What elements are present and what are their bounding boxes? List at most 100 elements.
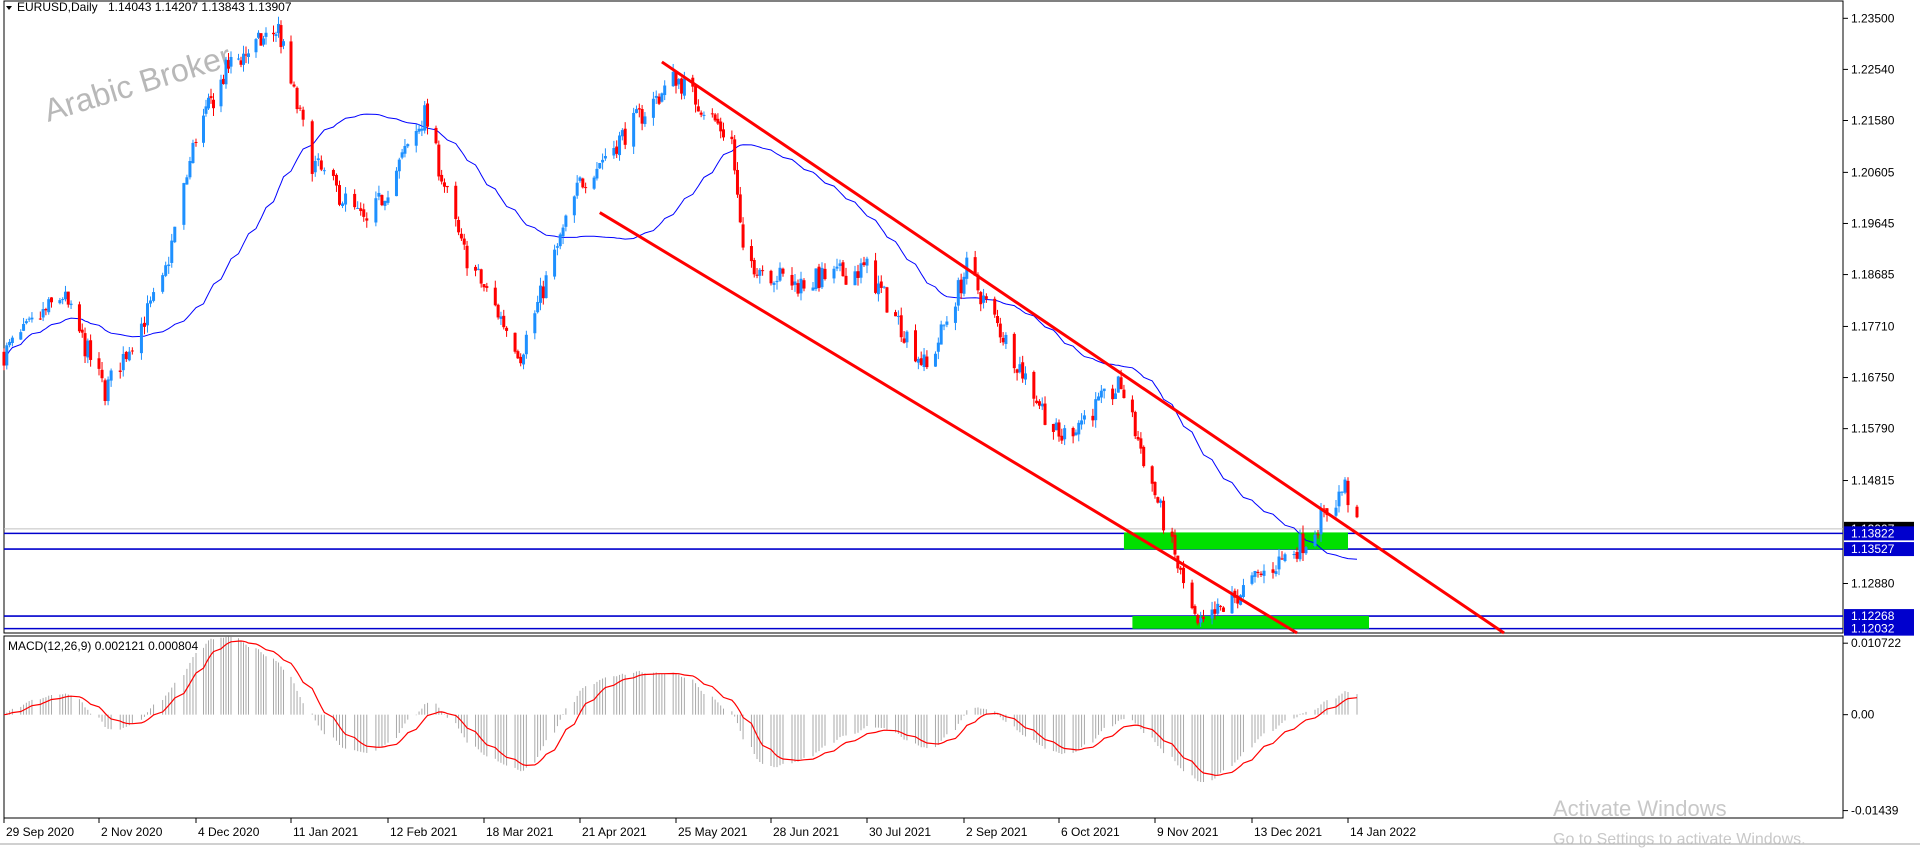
candle-body	[10, 337, 14, 344]
candle-body	[516, 351, 520, 359]
candle-body	[933, 353, 937, 367]
candle-body	[445, 185, 449, 188]
candle-body	[1023, 373, 1027, 380]
candle-body	[553, 249, 557, 277]
date-tick-label: 29 Sep 2020	[6, 825, 74, 839]
candle-body	[2, 351, 6, 366]
candle-body	[493, 287, 497, 306]
candle-body	[109, 370, 113, 381]
menu-triangle-icon[interactable]	[6, 6, 12, 10]
macd-tick-label: 0.00	[1851, 708, 1875, 722]
candle-body	[1142, 446, 1146, 467]
candle-body	[657, 96, 661, 104]
candle-body	[959, 279, 963, 294]
candle-body	[1099, 390, 1103, 398]
candle-body	[581, 178, 585, 188]
candle-body	[799, 278, 803, 294]
candle-body	[80, 329, 84, 333]
candle-body	[118, 370, 122, 372]
candle-body	[1150, 466, 1154, 484]
candle-body	[414, 130, 418, 146]
candle-body	[841, 262, 845, 277]
date-tick-label: 21 Apr 2021	[582, 825, 647, 839]
candle-body	[853, 271, 857, 286]
candle-body	[993, 298, 997, 315]
price-tick-label: 1.17710	[1851, 319, 1895, 333]
candle-body	[164, 265, 168, 276]
candle-body	[651, 98, 655, 118]
candle-body	[865, 258, 869, 266]
candle-body	[139, 323, 143, 354]
candle-body	[722, 129, 725, 138]
candle-body	[69, 303, 73, 306]
candle-body	[1021, 362, 1025, 379]
candle-body	[279, 25, 283, 48]
price-tick-label: 1.20605	[1851, 165, 1895, 179]
candle-body	[167, 264, 171, 267]
candle-body	[592, 177, 596, 189]
candle-body	[524, 334, 528, 355]
candle-body	[242, 53, 245, 65]
candle-body	[397, 159, 401, 172]
candle-body	[802, 280, 806, 289]
candle-body	[811, 287, 815, 291]
candle-body	[434, 127, 438, 144]
candle-body	[1301, 533, 1305, 554]
candle-body	[224, 59, 228, 85]
candle-body	[862, 262, 866, 266]
candle-body	[400, 152, 404, 158]
candle-body	[173, 226, 177, 243]
price-tick-label: 1.22540	[1851, 62, 1895, 76]
candle-body	[1116, 376, 1120, 393]
candle-body	[671, 71, 675, 87]
candle-body	[188, 161, 192, 178]
candle-body	[942, 325, 946, 327]
candle-body	[1082, 415, 1086, 420]
candle-body	[615, 146, 619, 154]
candle-body	[264, 32, 268, 37]
candle-body	[1210, 609, 1214, 619]
candle-body	[919, 358, 923, 365]
candle-body	[735, 169, 739, 195]
candle-body	[227, 60, 230, 69]
candle-body	[1071, 427, 1075, 437]
candle-body	[1334, 507, 1338, 516]
candle-body	[124, 351, 128, 360]
candle-body	[555, 246, 559, 248]
candle-body	[301, 109, 305, 120]
candle-body	[730, 136, 734, 140]
candle-body	[682, 78, 686, 96]
price-tag	[1844, 609, 1914, 624]
candle-body	[505, 327, 509, 331]
candle-body	[996, 315, 1000, 324]
price-tick-label: 1.23500	[1851, 11, 1895, 25]
candle-body	[710, 113, 714, 115]
candle-body	[97, 358, 101, 369]
candle-body	[1094, 399, 1098, 421]
candle-body	[936, 342, 940, 352]
candle-body	[298, 107, 302, 109]
candle-body	[1001, 337, 1005, 343]
candle-body	[623, 128, 627, 145]
candle-body	[612, 148, 616, 156]
candle-body	[1015, 369, 1019, 373]
candle-body	[362, 209, 366, 217]
candle-body	[896, 315, 900, 317]
candle-body	[1035, 400, 1039, 403]
candle-body	[277, 23, 280, 34]
candle-body	[374, 198, 378, 223]
candle-body	[77, 304, 81, 332]
candle-body	[295, 87, 299, 110]
macd-tick-label: -0.01439	[1851, 804, 1899, 818]
candle-body	[222, 78, 225, 84]
candle-body	[1111, 388, 1115, 400]
candle-body	[386, 197, 390, 203]
candle-body	[442, 182, 446, 187]
candle-body	[699, 112, 703, 115]
candle-body	[272, 32, 275, 35]
price-tick-label: 1.19645	[1851, 216, 1895, 230]
candle-body	[719, 121, 723, 132]
candle-body	[41, 309, 45, 318]
candle-body	[820, 267, 824, 288]
